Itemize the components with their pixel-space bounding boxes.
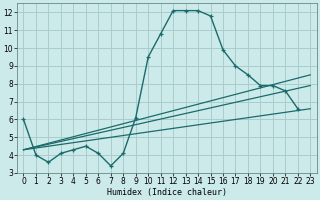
X-axis label: Humidex (Indice chaleur): Humidex (Indice chaleur) [107, 188, 227, 197]
